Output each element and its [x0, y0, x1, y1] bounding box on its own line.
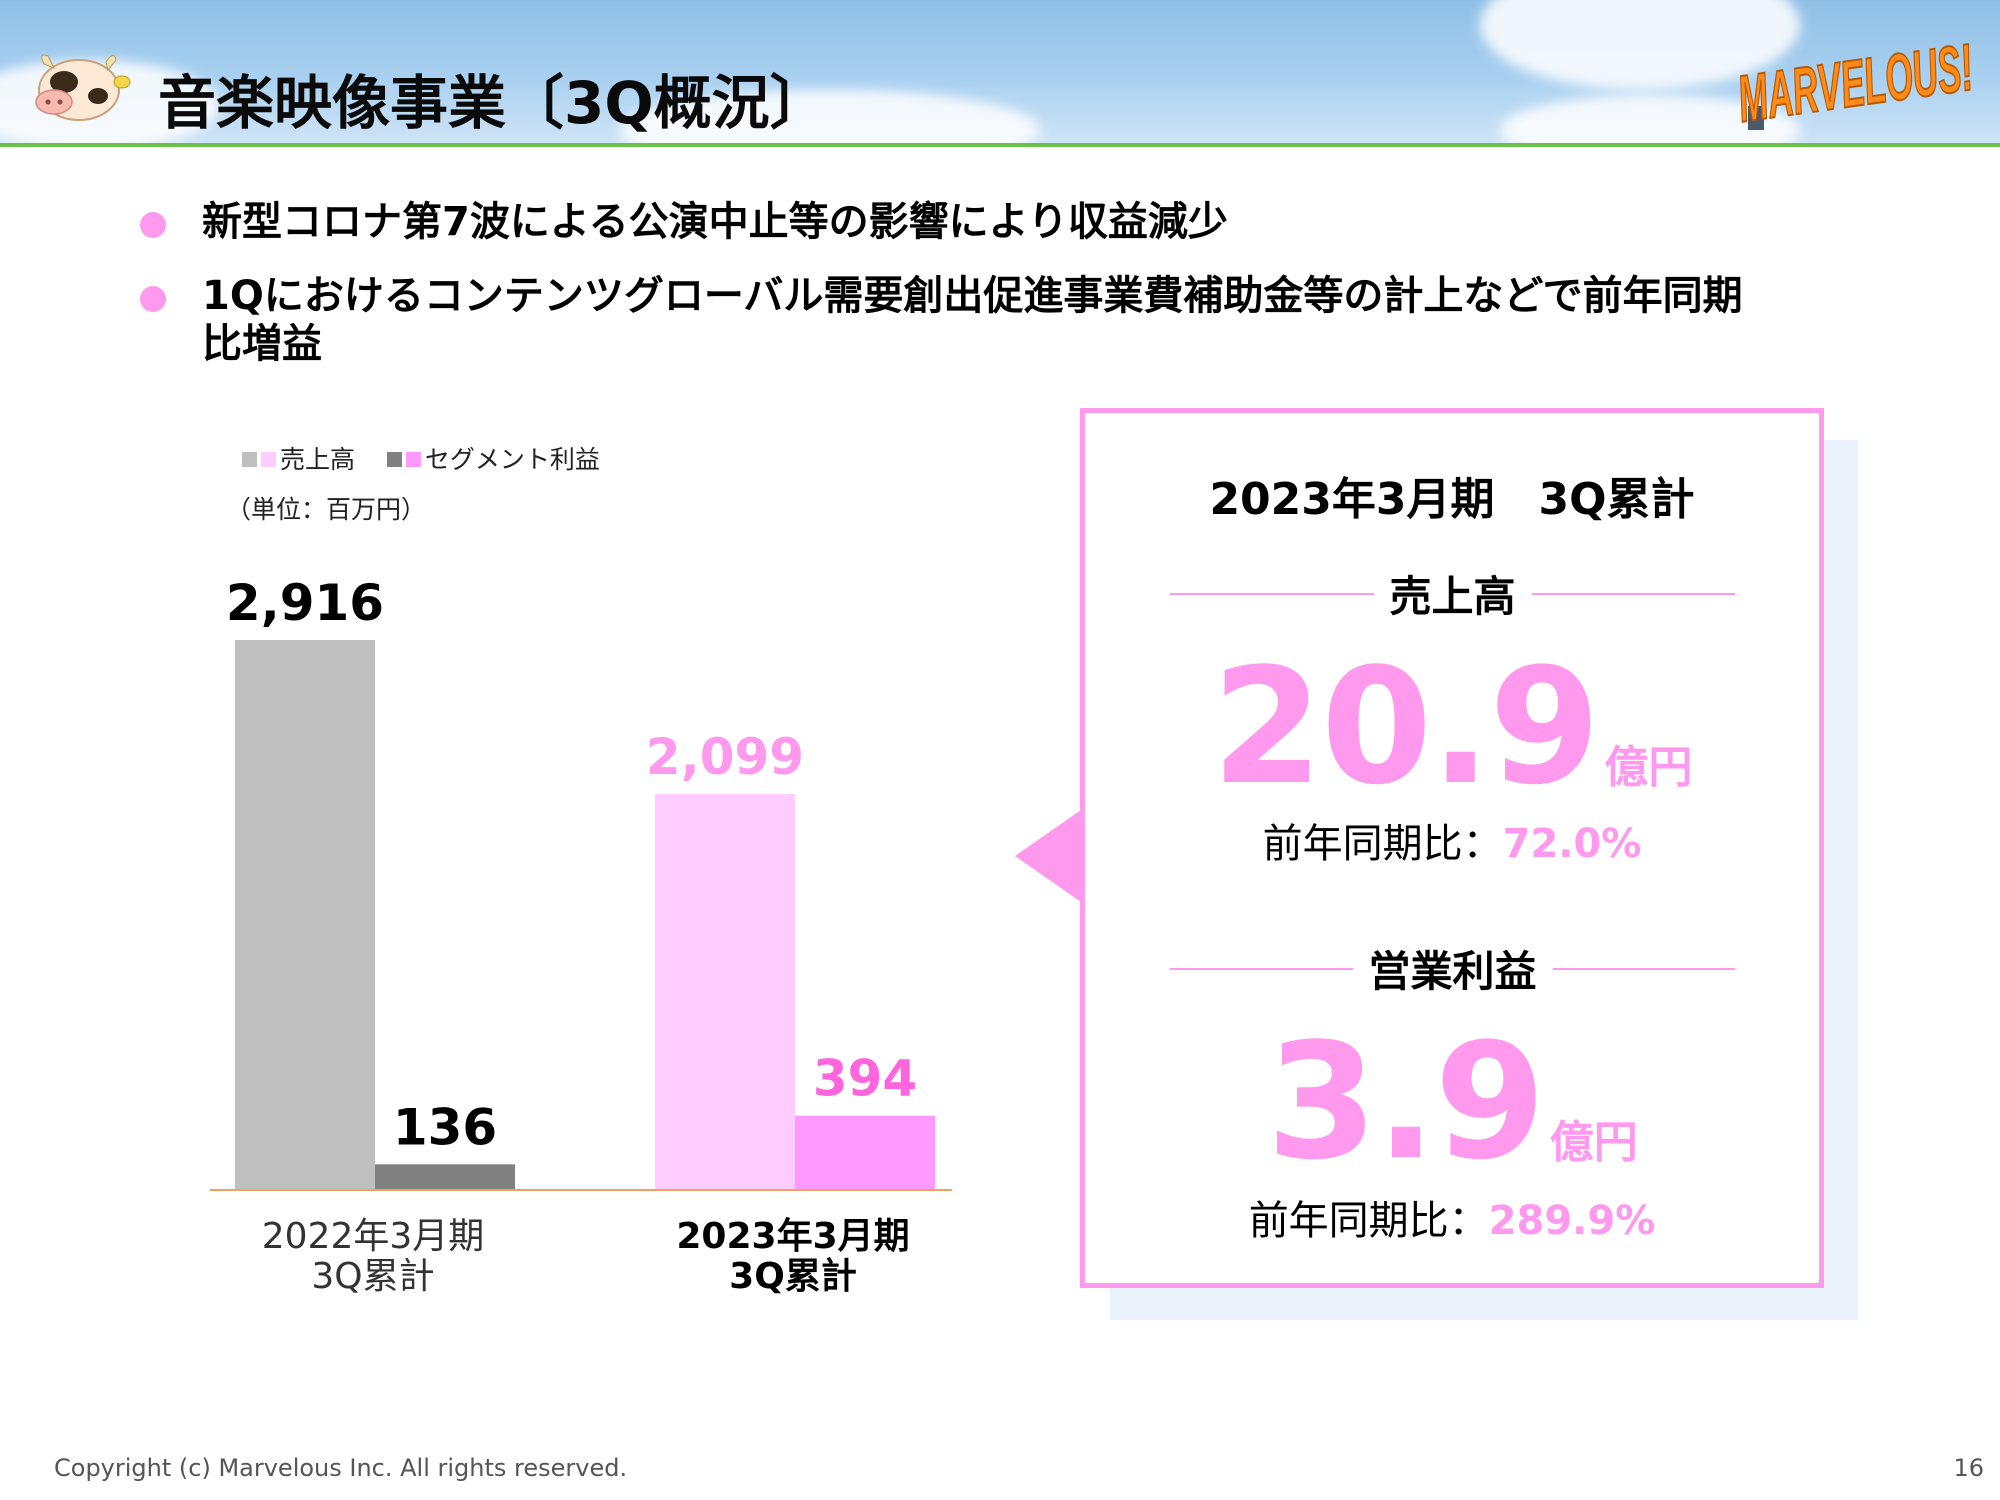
- sales-value: 20.9: [1211, 633, 1601, 820]
- header-banner: [0, 0, 2000, 143]
- cow-mascot-icon: [35, 54, 131, 121]
- profit-unit: 億円: [1549, 1117, 1638, 1168]
- bar-value-label: 2,916: [226, 574, 384, 632]
- panel-pointer-arrow: [1015, 810, 1081, 902]
- chart-legend: 売上高 セグメント利益: [242, 440, 600, 476]
- sales-yoy-label: 前年同期比：: [1262, 821, 1503, 867]
- profit-yoy-label: 前年同期比：: [1248, 1198, 1489, 1244]
- profit-section-label: 営業利益: [1170, 938, 1736, 999]
- copyright-text: Copyright (c) Marvelous Inc. All rights …: [54, 1454, 628, 1482]
- sales-unit: 億円: [1604, 742, 1693, 793]
- bar-value-label: 136: [393, 1098, 497, 1156]
- legend-label-profit: セグメント利益: [424, 445, 600, 474]
- bullet-item: 新型コロナ第7波による公演中止等の影響により収益減少: [140, 198, 1762, 246]
- sales-label: 売上高: [1389, 572, 1516, 621]
- x-axis-label: 2023年3月期 3Q累計: [676, 1216, 910, 1297]
- x-axis-label: 2022年3月期 3Q累計: [261, 1216, 485, 1297]
- sales-section-label: 売上高: [1170, 563, 1736, 624]
- bullet-list: 新型コロナ第7波による公演中止等の影響により収益減少 1Qにおけるコンテンツグロ…: [140, 198, 1762, 394]
- sales-big-value: 20.9 億円: [1085, 633, 1819, 820]
- sales-yoy-value: 72.0%: [1502, 821, 1642, 867]
- unit-label: （単位：百万円）: [226, 495, 427, 524]
- bar-value-label: 394: [813, 1050, 917, 1108]
- marvelous-logo: MARVELOUS!: [1732, 29, 1978, 134]
- bar-profit-1: [795, 1115, 935, 1190]
- profit-yoy: 前年同期比：289.9%: [1085, 1188, 1819, 1246]
- legend-label-sales: 売上高: [280, 445, 356, 474]
- bar-profit-0: [375, 1164, 515, 1190]
- panel-title: 2023年3月期 3Q累計: [1209, 474, 1695, 525]
- bar-chart: 2,916 2,099 136 394: [210, 574, 952, 1191]
- legend-swatch-sales-2023: [261, 452, 276, 467]
- logo-text: MARVELOUS!: [1733, 30, 1977, 134]
- summary-panel: 2023年3月期 3Q累計 売上高 20.9 億円 前年同期比：72.0% 営業利…: [1080, 408, 1824, 1288]
- page-title: 音楽映像事業〔3Q概況〕: [158, 69, 828, 137]
- profit-label: 営業利益: [1368, 947, 1537, 996]
- bar-value-label: 2,099: [646, 728, 804, 786]
- header-divider: [0, 143, 2000, 147]
- legend-swatch-profit-2023: [405, 452, 421, 467]
- bar-sales-1: [655, 794, 795, 1190]
- pink-circle-bullet-icon: [140, 286, 166, 312]
- pink-circle-bullet-icon: [140, 212, 166, 238]
- page-number: 16: [1953, 1454, 1984, 1482]
- bullet-text: 1Qにおけるコンテンツグローバル需要創出促進事業費補助金等の計上などで前年同期比…: [202, 273, 1743, 367]
- legend-swatch-sales-2022: [242, 452, 257, 467]
- sales-yoy: 前年同期比：72.0%: [1085, 811, 1819, 869]
- bullet-item: 1Qにおけるコンテンツグローバル需要創出促進事業費補助金等の計上などで前年同期比…: [140, 272, 1762, 368]
- legend-swatch-profit-2022: [386, 452, 402, 467]
- profit-value: 3.9: [1266, 1008, 1545, 1195]
- bullet-text: 新型コロナ第7波による公演中止等の影響により収益減少: [202, 199, 1228, 245]
- profit-big-value: 3.9 億円: [1085, 1008, 1819, 1195]
- bar-sales-0: [235, 640, 375, 1190]
- profit-yoy-value: 289.9%: [1488, 1198, 1656, 1244]
